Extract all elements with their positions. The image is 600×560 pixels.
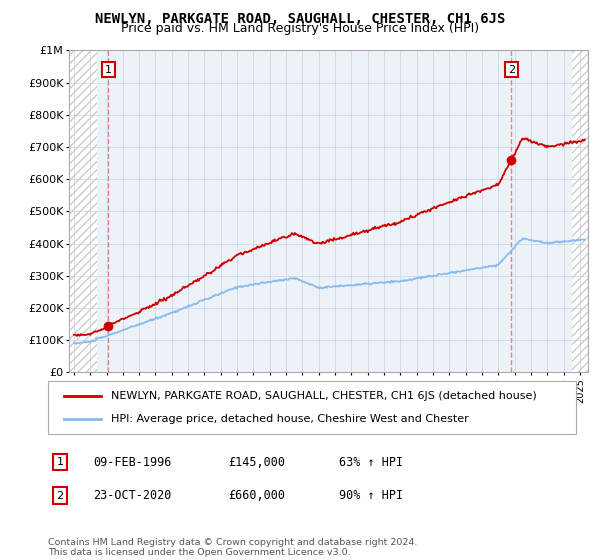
- FancyBboxPatch shape: [48, 381, 576, 434]
- Text: NEWLYN, PARKGATE ROAD, SAUGHALL, CHESTER, CH1 6JS: NEWLYN, PARKGATE ROAD, SAUGHALL, CHESTER…: [95, 12, 505, 26]
- Text: 1: 1: [56, 457, 64, 467]
- Text: 23-OCT-2020: 23-OCT-2020: [93, 489, 172, 502]
- Text: Contains HM Land Registry data © Crown copyright and database right 2024.
This d: Contains HM Land Registry data © Crown c…: [48, 538, 418, 557]
- Text: 1: 1: [105, 65, 112, 74]
- Text: 2: 2: [508, 65, 515, 74]
- Text: 90% ↑ HPI: 90% ↑ HPI: [339, 489, 403, 502]
- Text: Price paid vs. HM Land Registry's House Price Index (HPI): Price paid vs. HM Land Registry's House …: [121, 22, 479, 35]
- Text: £145,000: £145,000: [228, 455, 285, 469]
- Text: NEWLYN, PARKGATE ROAD, SAUGHALL, CHESTER, CH1 6JS (detached house): NEWLYN, PARKGATE ROAD, SAUGHALL, CHESTER…: [112, 391, 537, 401]
- Bar: [69, 50, 97, 372]
- Text: 2: 2: [56, 491, 64, 501]
- Text: £660,000: £660,000: [228, 489, 285, 502]
- Bar: [572, 50, 588, 372]
- Text: HPI: Average price, detached house, Cheshire West and Chester: HPI: Average price, detached house, Ches…: [112, 414, 469, 424]
- Text: 09-FEB-1996: 09-FEB-1996: [93, 455, 172, 469]
- Text: 63% ↑ HPI: 63% ↑ HPI: [339, 455, 403, 469]
